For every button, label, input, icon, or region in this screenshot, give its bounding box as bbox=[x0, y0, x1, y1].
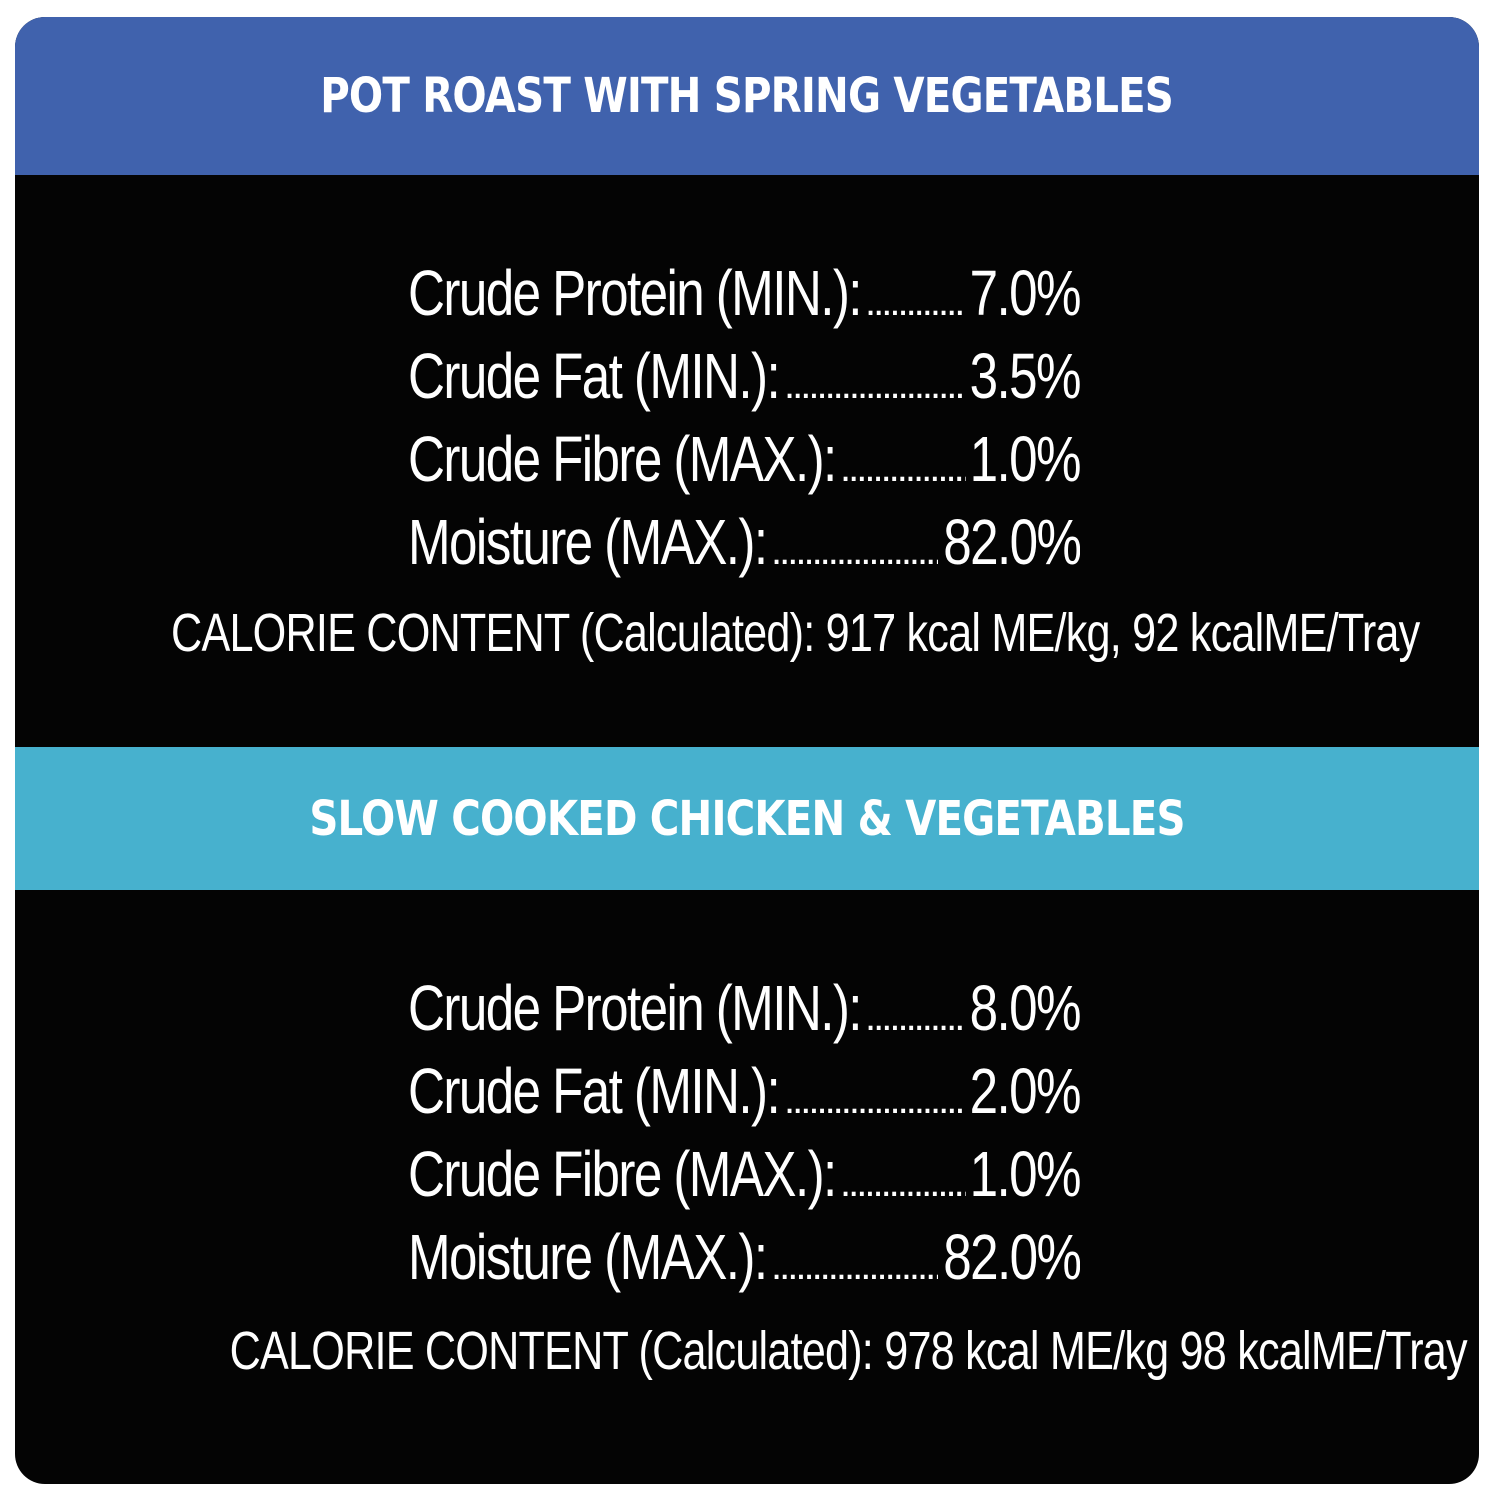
nutrient-label: Crude Fibre (MAX.): bbox=[408, 1137, 837, 1210]
nutrient-value: 82.0% bbox=[942, 505, 1080, 578]
product-title: SLOW COOKED CHICKEN & VEGETABLES bbox=[309, 790, 1185, 847]
nutrient-value: 1.0% bbox=[969, 422, 1080, 495]
guaranteed-analysis-card: POT ROAST WITH SPRING VEGETABLES Crude P… bbox=[15, 17, 1479, 1484]
dot-leader: ........................................… bbox=[840, 445, 966, 490]
nutrient-label: Crude Protein (MIN.): bbox=[408, 971, 863, 1044]
dot-leader: ........................................… bbox=[771, 1243, 938, 1288]
nutrient-value: 1.0% bbox=[969, 1137, 1080, 1210]
dot-leader: ........................................… bbox=[771, 528, 938, 573]
analysis-row: Crude Fat (MIN.): ......................… bbox=[408, 334, 1080, 417]
analysis-row: Crude Fibre (MAX.): ....................… bbox=[408, 417, 1080, 500]
analysis-table: Crude Protein (MIN.): ..................… bbox=[408, 251, 1080, 583]
nutrient-value: 3.5% bbox=[969, 339, 1080, 412]
nutrient-label: Crude Fibre (MAX.): bbox=[408, 422, 837, 495]
dot-leader: ........................................… bbox=[840, 1160, 966, 1205]
calorie-text: CALORIE CONTENT (Calculated): 978 kcal M… bbox=[229, 1321, 1468, 1381]
dot-leader: ........................................… bbox=[784, 362, 966, 407]
nutrient-value: 82.0% bbox=[942, 1220, 1080, 1293]
product-title-banner: POT ROAST WITH SPRING VEGETABLES bbox=[15, 17, 1479, 175]
product-title-banner: SLOW COOKED CHICKEN & VEGETABLES bbox=[15, 747, 1479, 890]
nutrient-label: Crude Protein (MIN.): bbox=[408, 256, 863, 329]
nutrient-label: Crude Fat (MIN.): bbox=[408, 339, 781, 412]
nutrient-label: Crude Fat (MIN.): bbox=[408, 1054, 781, 1127]
product-title: POT ROAST WITH SPRING VEGETABLES bbox=[320, 68, 1175, 124]
calorie-content: CALORIE CONTENT (Calculated): 978 kcal M… bbox=[15, 1320, 1479, 1382]
nutrient-label: Moisture (MAX.): bbox=[408, 1220, 768, 1293]
nutrient-value: 8.0% bbox=[969, 971, 1080, 1044]
analysis-table: Crude Protein (MIN.): ..................… bbox=[408, 966, 1080, 1298]
analysis-row: Crude Protein (MIN.): ..................… bbox=[408, 966, 1080, 1049]
dot-leader: ........................................… bbox=[784, 1077, 966, 1122]
nutrient-label: Moisture (MAX.): bbox=[408, 505, 768, 578]
nutrient-value: 7.0% bbox=[969, 256, 1080, 329]
calorie-content: CALORIE CONTENT (Calculated): 917 kcal M… bbox=[15, 602, 1479, 664]
analysis-row: Crude Protein (MIN.): ..................… bbox=[408, 251, 1080, 334]
analysis-row: Moisture (MAX.): .......................… bbox=[408, 500, 1080, 583]
nutrient-value: 2.0% bbox=[969, 1054, 1080, 1127]
analysis-row: Moisture (MAX.): .......................… bbox=[408, 1215, 1080, 1298]
dot-leader: .............................. bbox=[865, 279, 966, 324]
analysis-row: Crude Fat (MIN.): ......................… bbox=[408, 1049, 1080, 1132]
analysis-row: Crude Fibre (MAX.): ....................… bbox=[408, 1132, 1080, 1215]
dot-leader: ............................ bbox=[865, 994, 966, 1039]
calorie-text: CALORIE CONTENT (Calculated): 917 kcal M… bbox=[171, 603, 1420, 663]
